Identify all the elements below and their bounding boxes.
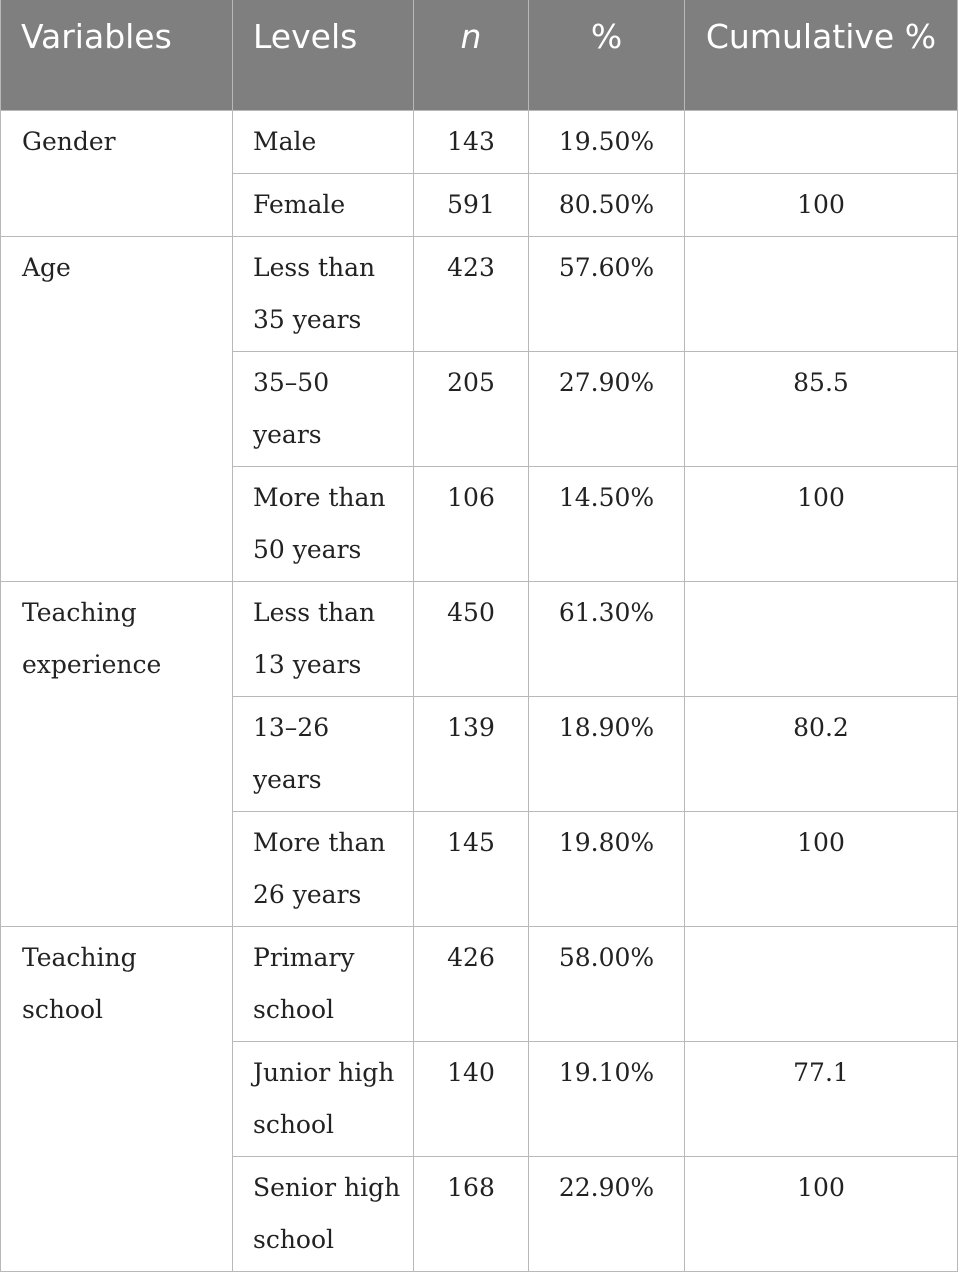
level-cell: Less than 35 years <box>232 235 414 352</box>
n-cell: 423 <box>413 235 529 352</box>
percent-cell: 58.00% <box>528 925 685 1042</box>
level-cell: Female <box>232 172 414 237</box>
cumulative-cell <box>684 235 958 352</box>
n-cell: 145 <box>413 810 529 927</box>
percent-cell: 80.50% <box>528 172 685 237</box>
cumulative-cell: 100 <box>684 172 958 237</box>
table-body: Gender Male 143 19.50% Female 591 80.50%… <box>0 109 958 1272</box>
level-cell: Male <box>232 109 414 174</box>
cumulative-cell: 100 <box>684 1155 958 1272</box>
header-percent: % <box>528 0 685 110</box>
table-row: Gender Male 143 19.50% <box>0 109 958 237</box>
table-row: 13–26 years 139 18.90% 80.2 <box>1 695 958 812</box>
cumulative-cell: 77.1 <box>684 1040 958 1157</box>
n-cell: 450 <box>413 580 529 697</box>
n-cell: 143 <box>413 109 529 174</box>
level-cell: 13–26 years <box>232 695 414 812</box>
variable-cell-age: Age <box>0 235 233 582</box>
percent-cell: 19.50% <box>528 109 685 174</box>
level-cell: Junior high school <box>232 1040 414 1157</box>
cumulative-cell: 80.2 <box>684 695 958 812</box>
table-row: More than 50 years 106 14.50% 100 <box>1 465 958 582</box>
cumulative-cell: 100 <box>684 465 958 582</box>
level-cell: Less than 13 years <box>232 580 414 697</box>
n-cell: 168 <box>413 1155 529 1272</box>
n-cell: 106 <box>413 465 529 582</box>
percent-cell: 27.90% <box>528 350 685 467</box>
header-variables: Variables <box>0 0 233 110</box>
cumulative-cell: 100 <box>684 810 958 927</box>
cumulative-cell: 85.5 <box>684 350 958 467</box>
table-row: Teaching school Primary school 426 58.00… <box>0 925 958 1272</box>
n-cell: 591 <box>413 172 529 237</box>
table-row: More than 26 years 145 19.80% 100 <box>1 810 958 927</box>
level-cell: More than 26 years <box>232 810 414 927</box>
percent-cell: 18.90% <box>528 695 685 812</box>
variable-cell-gender: Gender <box>0 109 233 237</box>
n-cell: 139 <box>413 695 529 812</box>
percent-cell: 19.80% <box>528 810 685 927</box>
level-cell: Senior high school <box>232 1155 414 1272</box>
table-row: Age Less than 35 years 423 57.60% <box>0 235 958 582</box>
cumulative-cell <box>684 925 958 1042</box>
n-cell: 205 <box>413 350 529 467</box>
table-row: 35–50 years 205 27.90% 85.5 <box>1 350 958 467</box>
percent-cell: 14.50% <box>528 465 685 582</box>
cumulative-cell <box>684 580 958 697</box>
level-cell: More than 50 years <box>232 465 414 582</box>
table-header: Variables Levels n % Cumulative % <box>0 0 958 110</box>
level-cell: Primary school <box>232 925 414 1042</box>
cumulative-cell <box>684 109 958 174</box>
header-cumulative: Cumulative % <box>684 0 958 110</box>
variable-cell-teaching-experience: Teaching experience <box>0 580 233 927</box>
table-row: Teaching experience Less than 13 years 4… <box>0 580 958 927</box>
table-row: Junior high school 140 19.10% 77.1 <box>1 1040 958 1157</box>
header-levels: Levels <box>232 0 414 110</box>
n-cell: 426 <box>413 925 529 1042</box>
percent-cell: 22.90% <box>528 1155 685 1272</box>
percent-cell: 61.30% <box>528 580 685 697</box>
percent-cell: 19.10% <box>528 1040 685 1157</box>
header-n: n <box>413 0 529 110</box>
n-cell: 140 <box>413 1040 529 1157</box>
header-row: Variables Levels n % Cumulative % <box>0 0 958 110</box>
level-cell: 35–50 years <box>232 350 414 467</box>
percent-cell: 57.60% <box>528 235 685 352</box>
variable-cell-teaching-school: Teaching school <box>0 925 233 1272</box>
